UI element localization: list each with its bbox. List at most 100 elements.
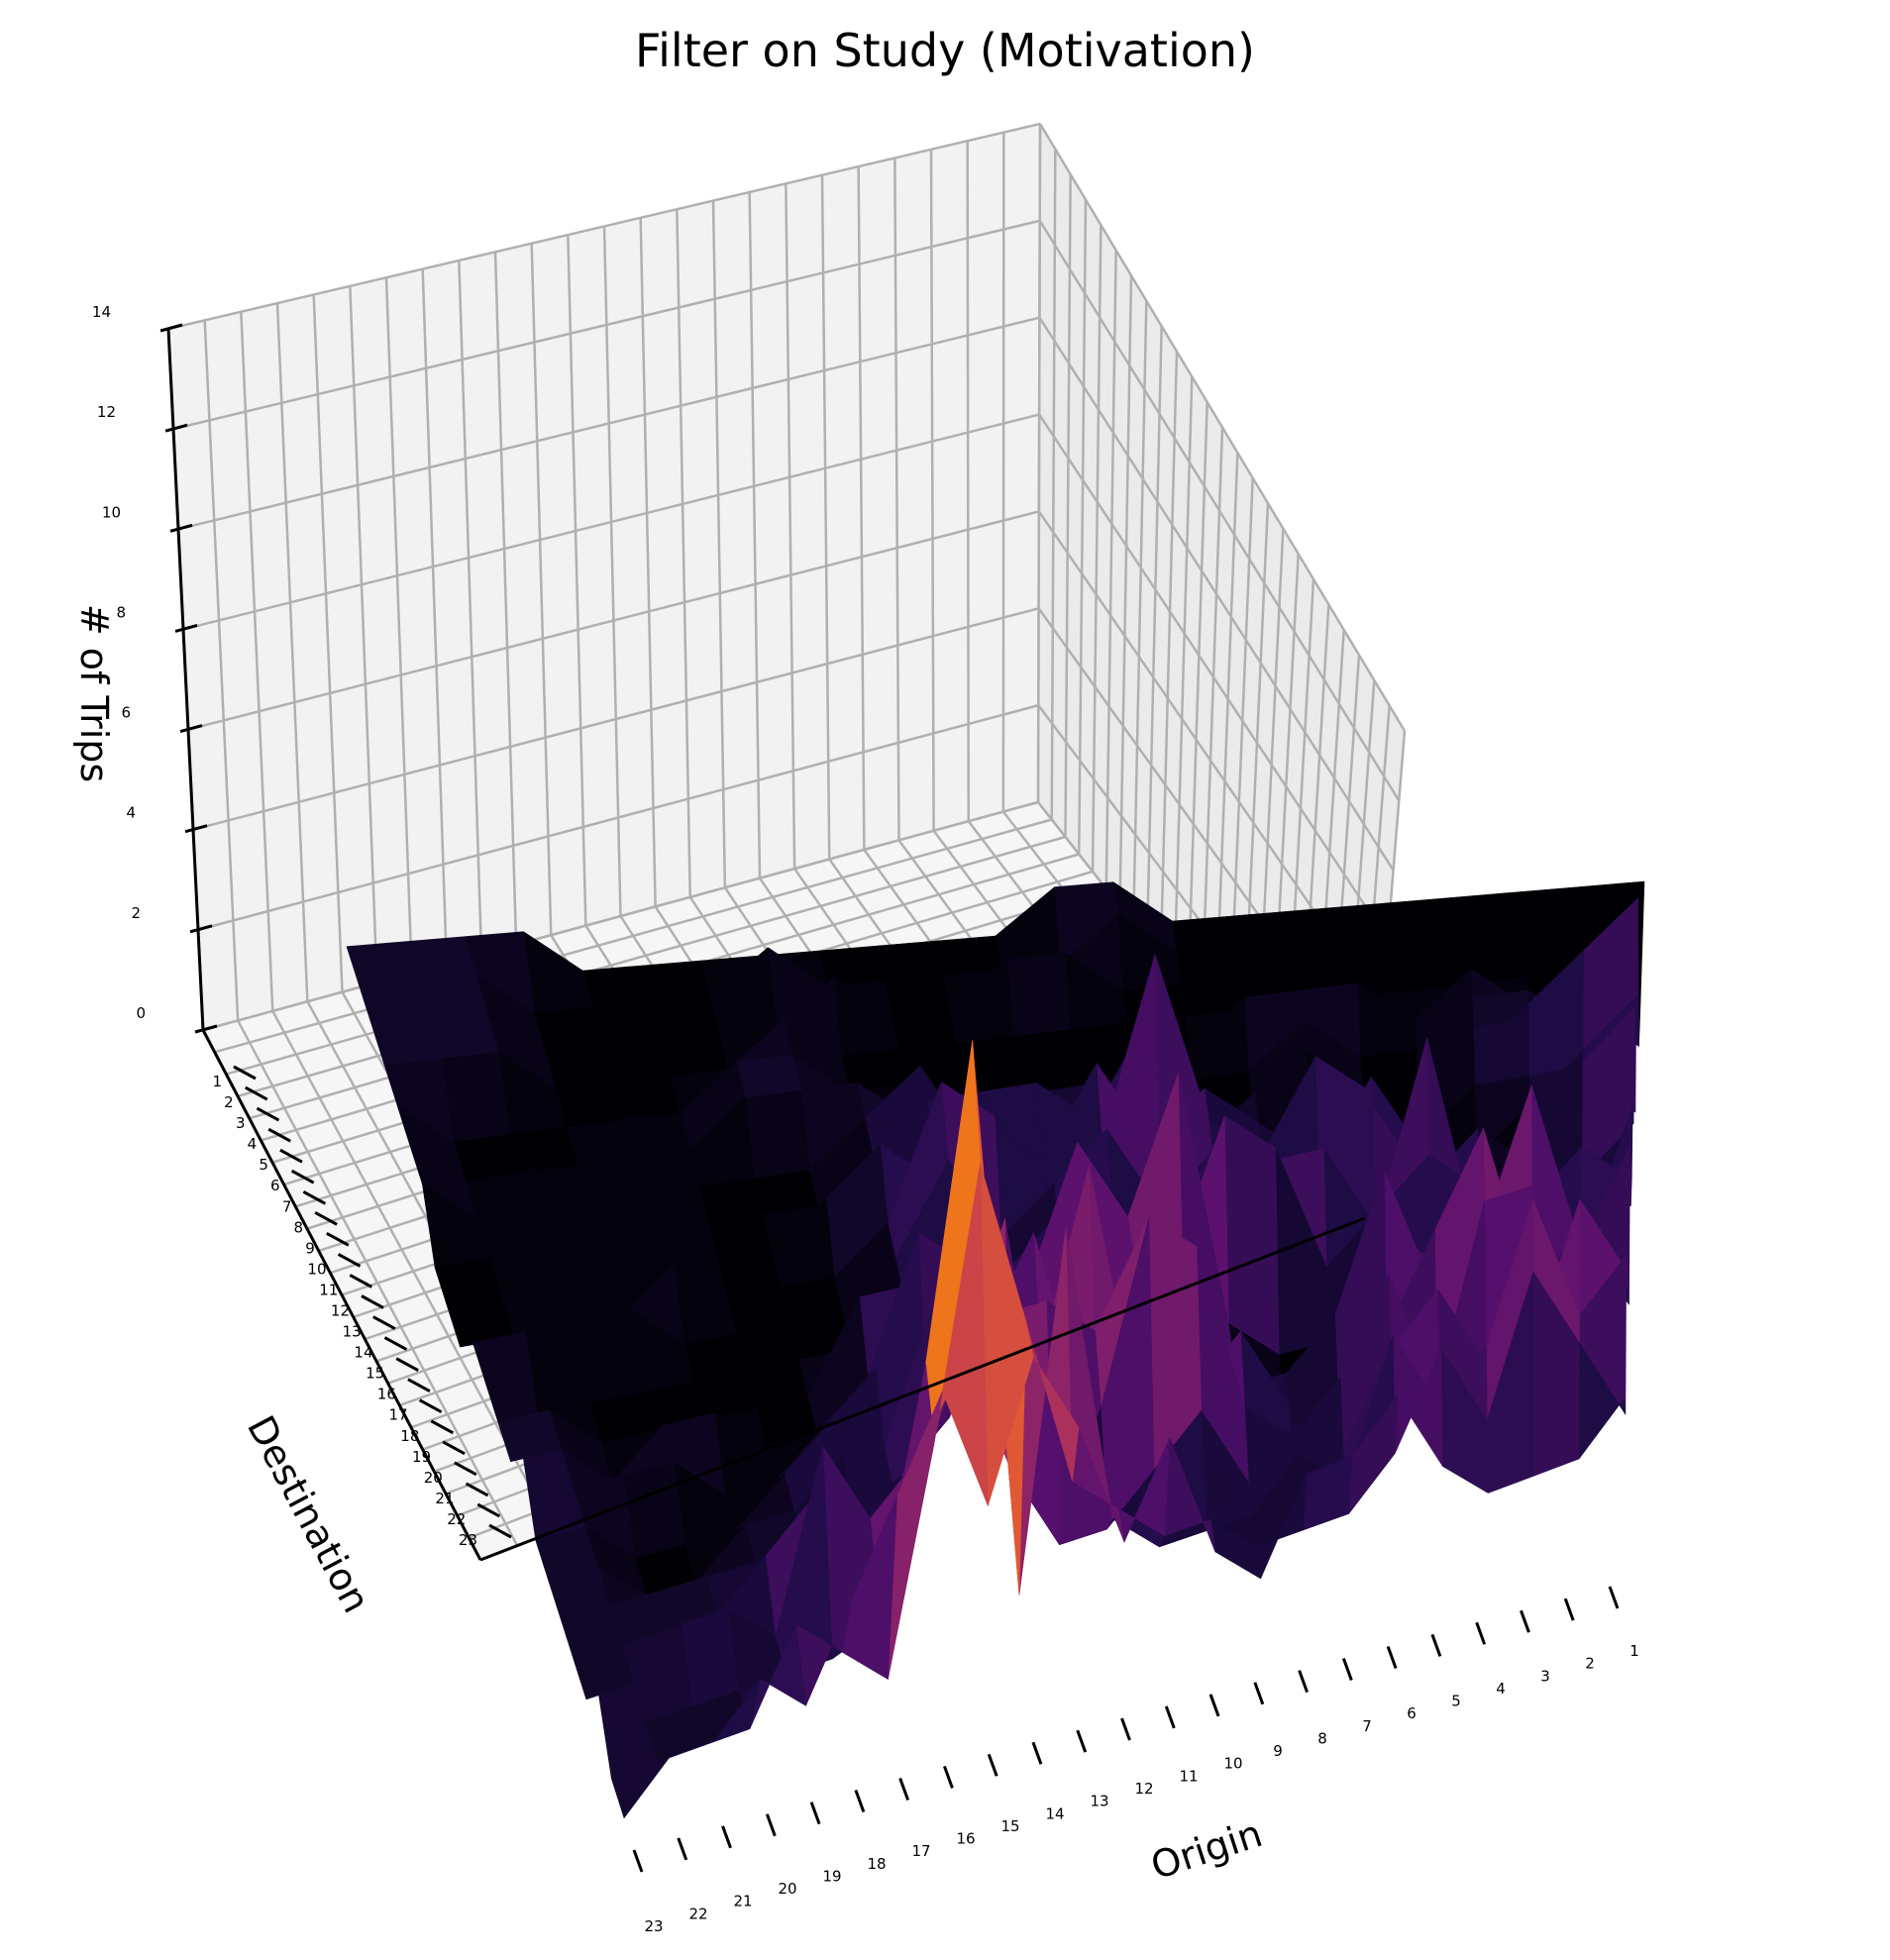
gridline	[1118, 275, 1133, 907]
x-tick-mark	[987, 1753, 998, 1777]
x-tick-label: 9	[1273, 1742, 1283, 1760]
x-tick-mark	[1520, 1609, 1530, 1633]
x-tick-mark	[1031, 1741, 1043, 1765]
gridline	[785, 183, 796, 870]
surface-patch	[1230, 910, 1294, 948]
axis-lines	[166, 328, 1366, 1562]
z-tick-mark	[159, 323, 183, 333]
surface-patch	[818, 945, 886, 986]
gridline	[1187, 401, 1208, 993]
surface-patch	[612, 1076, 681, 1121]
y-tick-label: 6	[270, 1177, 280, 1194]
gridline	[1200, 427, 1224, 1011]
surface-patch	[346, 941, 419, 987]
z-tick-mark	[169, 523, 193, 533]
y-tick-label: 15	[366, 1365, 384, 1383]
y-axis-label: Destination	[239, 1408, 378, 1619]
gridline	[966, 141, 970, 822]
x-tick-mark	[1608, 1586, 1620, 1609]
x-tick-mark	[632, 1849, 644, 1873]
y-tick-label: 11	[319, 1282, 338, 1299]
y-tick-mark	[314, 1211, 338, 1226]
x-tick-mark	[1475, 1621, 1487, 1645]
z-tick-label: 2	[131, 904, 141, 922]
y-tick-label: 18	[400, 1427, 419, 1445]
surface-patch	[1290, 905, 1352, 943]
gridline	[711, 200, 727, 888]
y-tick-mark	[442, 1440, 466, 1456]
y-tick-mark	[383, 1336, 408, 1351]
x-tick-label: 10	[1223, 1755, 1242, 1773]
x-tick-label: 16	[956, 1830, 975, 1848]
surface-patch	[509, 1127, 578, 1174]
surface-patch	[555, 1083, 624, 1128]
y-tick-mark	[454, 1461, 477, 1477]
y-tick-label: 3	[236, 1114, 246, 1132]
y-tick-mark	[488, 1523, 512, 1539]
surface-patch	[936, 935, 1002, 976]
x-tick-label: 11	[1179, 1767, 1198, 1785]
gridline	[203, 320, 240, 1021]
gridline	[857, 166, 866, 850]
z-tick-mark	[184, 824, 208, 834]
surface-patch	[371, 1019, 443, 1066]
x-tick-label: 4	[1496, 1680, 1506, 1698]
x-tick-label: 17	[911, 1842, 930, 1860]
y-tick-mark	[245, 1085, 268, 1101]
gridline	[1078, 199, 1088, 855]
y-tick-mark	[418, 1398, 443, 1414]
x-tick-mark	[809, 1802, 821, 1825]
x-tick-label: 18	[867, 1855, 886, 1873]
x-tick-mark	[1208, 1694, 1220, 1717]
chart-title: Filter on Study (Motivation)	[635, 24, 1255, 77]
x-tick-mark	[1563, 1598, 1575, 1621]
surface-patch	[545, 1045, 614, 1090]
y-tick-mark	[372, 1315, 396, 1330]
x-tick-mark	[854, 1790, 866, 1813]
x-tick-mark	[721, 1825, 732, 1849]
z-tick-label: 6	[121, 704, 131, 722]
y-tick-label: 21	[435, 1490, 454, 1507]
x-tick-mark	[1164, 1705, 1176, 1729]
y-tick-label: 9	[305, 1239, 315, 1257]
surface-patch	[651, 996, 719, 1040]
z-tick-label: 10	[102, 503, 121, 521]
gridline	[602, 226, 622, 917]
surface-patch	[641, 960, 710, 1003]
y-axis-line	[201, 1029, 482, 1561]
y-tick-mark	[476, 1502, 500, 1518]
z-tick-mark	[194, 1024, 218, 1034]
surface-patch	[1234, 941, 1297, 980]
x-tick-label: 7	[1362, 1717, 1372, 1735]
x-tick-label: 3	[1540, 1667, 1550, 1685]
gridline	[676, 209, 691, 897]
x-tick-label: 6	[1407, 1704, 1417, 1722]
gridline	[639, 217, 657, 907]
x-tick-label: 21	[733, 1893, 752, 1910]
gridline	[458, 259, 483, 955]
gridline	[530, 243, 553, 936]
y-tick-mark	[361, 1294, 384, 1309]
x-axis-label: Origin	[1146, 1811, 1268, 1888]
gridline	[1159, 351, 1179, 959]
surface-patch	[1172, 915, 1235, 954]
surface-patch	[1176, 947, 1239, 985]
x-axis-line	[479, 1216, 1366, 1562]
gridline	[421, 268, 449, 964]
gridline	[567, 235, 587, 926]
y-tick-label: 22	[447, 1510, 466, 1528]
y-tick-mark	[279, 1148, 303, 1164]
x-tick-label: 20	[778, 1880, 796, 1898]
surface-patch	[1467, 890, 1527, 926]
y-tick-mark	[290, 1169, 315, 1185]
surface-patch	[429, 1013, 499, 1060]
y-tick-mark	[267, 1127, 291, 1143]
gridline	[748, 191, 762, 878]
gridline	[240, 311, 274, 1011]
y-tick-label: 5	[259, 1156, 268, 1174]
x-tick-label: 22	[688, 1905, 707, 1922]
z-axis-label: # of Trips	[72, 604, 116, 782]
surface-patch	[1224, 1115, 1280, 1356]
y-tick-mark	[395, 1357, 419, 1372]
x-tick-label: 19	[822, 1868, 841, 1886]
